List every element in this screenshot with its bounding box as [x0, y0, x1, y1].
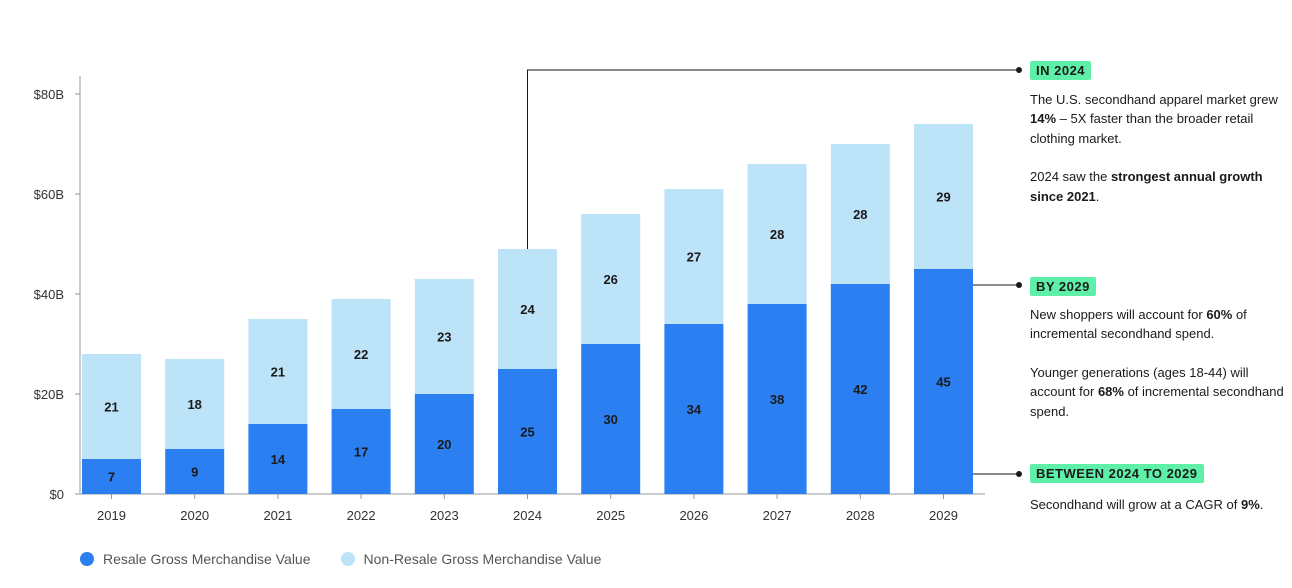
bar-resale	[414, 394, 474, 494]
connector-dot-between	[1016, 471, 1022, 477]
data-label-resale: 34	[687, 402, 702, 417]
data-label-non-resale: 28	[853, 207, 867, 222]
legend-swatch-non-resale	[340, 552, 355, 566]
x-tick-label: 2022	[347, 508, 376, 523]
bar-resale	[581, 344, 641, 494]
x-tick-label: 2024	[513, 508, 542, 523]
connector-dot-by-2029	[1016, 282, 1022, 288]
legend-label-resale: Resale Gross Merchandise Value	[103, 551, 311, 567]
data-label-non-resale: 23	[437, 330, 451, 345]
bar-resale	[82, 459, 141, 494]
data-label-non-resale: 28	[770, 227, 784, 242]
data-label-non-resale: 18	[187, 397, 201, 412]
bar-resale	[830, 284, 890, 494]
callout-by-2029-text-2: Younger generations (ages 18-44) will ac…	[1030, 364, 1284, 419]
bar-non-resale	[914, 124, 973, 269]
bar-resale	[248, 424, 308, 494]
data-label-resale: 45	[936, 375, 950, 390]
data-label-resale: 20	[437, 437, 451, 452]
callout-in-2024-text-1: The U.S. secondhand apparel market grew …	[1030, 91, 1278, 146]
callout-between: BETWEEN 2024 TO 2029 Secondhand will gro…	[1030, 464, 1288, 514]
data-label-resale: 42	[853, 382, 867, 397]
bar-non-resale	[82, 354, 141, 459]
y-tick-label: $40B	[34, 287, 64, 302]
x-tick-label: 2027	[763, 508, 792, 523]
connector-dot-in-2024	[1016, 67, 1022, 73]
bar-non-resale	[581, 214, 641, 344]
data-label-non-resale: 22	[354, 347, 368, 362]
x-axis: 2019 2020 2021 2022 2023 2024 2025 2026 2027 2028…	[80, 493, 985, 523]
bar-resale	[914, 269, 973, 494]
data-label-resale: 25	[520, 425, 534, 440]
x-tick-label: 2021	[263, 508, 292, 523]
bar-non-resale	[498, 249, 557, 369]
badge-by-2029: BY 2029	[1030, 277, 1096, 296]
callout-in-2024: IN 2024 The U.S. secondhand apparel mark…	[1030, 61, 1288, 206]
callout-in-2024-text-2: 2024 saw the strongest annual growth sin…	[1030, 169, 1263, 204]
legend-swatch-resale	[80, 552, 94, 566]
bar-resale	[498, 369, 557, 494]
badge-between-2024-2029: BETWEEN 2024 TO 2029	[1030, 464, 1204, 483]
data-label-non-resale: 21	[104, 400, 118, 415]
bar-non-resale	[248, 319, 308, 424]
data-label-resale: 30	[603, 412, 617, 427]
data-label-resale: 7	[108, 470, 115, 485]
data-label-non-resale: 24	[520, 302, 535, 317]
legend-item-resale: Resale Gross Merchandise Value	[80, 551, 311, 567]
legend-label-non-resale: Non-Resale Gross Merchandise Value	[363, 551, 602, 567]
y-tick-label: $20B	[34, 387, 64, 402]
bar-non-resale	[747, 164, 807, 304]
x-tick-label: 2028	[846, 508, 875, 523]
bar-resale	[331, 409, 391, 494]
data-label-non-resale: 26	[603, 272, 617, 287]
x-tick-label: 2019	[97, 508, 126, 523]
data-label-resale: 9	[191, 465, 198, 480]
x-tick-label: 2020	[180, 508, 209, 523]
bar-resale	[747, 304, 807, 494]
y-axis: $0 $20B $40B $60B $80B	[34, 76, 81, 502]
badge-in-2024: IN 2024	[1030, 61, 1092, 80]
data-label-resale: 14	[271, 452, 286, 467]
bar-resale	[165, 449, 225, 494]
bar-non-resale	[331, 299, 391, 409]
bar-non-resale	[165, 359, 225, 449]
data-label-non-resale: 27	[687, 250, 701, 265]
data-label-resale: 17	[354, 445, 368, 460]
x-tick-label: 2029	[929, 508, 958, 523]
callout-between-text-1: Secondhand will grow at a CAGR of 9%.	[1030, 496, 1264, 512]
x-tick-label: 2025	[596, 508, 625, 523]
callout-by-2029-text-1: New shoppers will account for 60% of inc…	[1030, 306, 1247, 342]
connector-in-2024	[527, 69, 1019, 249]
bar-non-resale	[414, 279, 474, 394]
x-tick-label: 2023	[430, 508, 459, 523]
legend-item-non-resale: Non-Resale Gross Merchandise Value	[340, 551, 602, 567]
bar-non-resale	[830, 144, 890, 284]
legend: Resale Gross Merchandise Value Non-Resal…	[80, 551, 631, 567]
y-tick-label: $0	[50, 487, 64, 502]
data-label-non-resale: 21	[271, 365, 285, 380]
bar-resale	[664, 324, 724, 494]
x-tick-label: 2026	[679, 508, 708, 523]
data-label-non-resale: 29	[936, 190, 950, 205]
callout-connectors	[527, 67, 1022, 477]
y-tick-label: $80B	[34, 87, 64, 102]
data-label-resale: 38	[770, 392, 784, 407]
bar-non-resale	[664, 189, 724, 324]
y-tick-label: $60B	[34, 187, 64, 202]
callout-by-2029: BY 2029 New shoppers will account for 60…	[1030, 277, 1288, 421]
bars: 7 21 9 18 14 21 17 22 20 23 25 24 30 26 34 27 38 28 42 28 45…	[82, 124, 973, 494]
